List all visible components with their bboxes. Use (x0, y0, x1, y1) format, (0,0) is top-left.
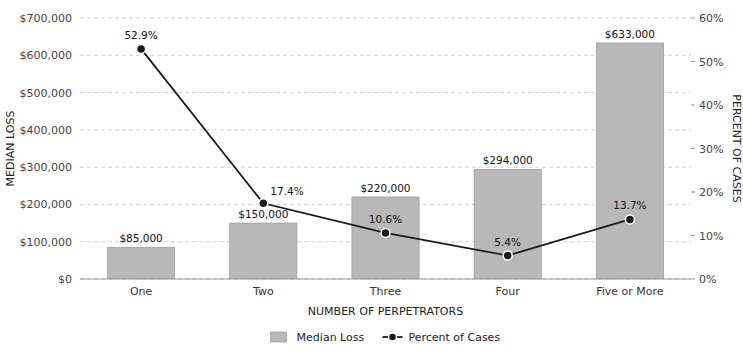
x-tick-label: Five or More (596, 285, 664, 298)
bar (596, 43, 663, 279)
bar-value-label: $633,000 (605, 28, 655, 40)
x-tick-label: Three (369, 285, 402, 298)
y2-tick-label: 60% (699, 12, 723, 25)
bar-value-label: $220,000 (360, 182, 410, 194)
line (141, 49, 630, 256)
y-axis-label: MEDIAN LOSS (4, 111, 17, 187)
y-tick-label: $500,000 (20, 87, 73, 100)
y-tick-label: $300,000 (20, 161, 73, 174)
y2-tick-label: 10% (699, 230, 723, 243)
x-axis-line (80, 279, 691, 280)
bar-value-label: $150,000 (238, 208, 288, 220)
line-value-label: 13.7% (613, 199, 646, 211)
bar (230, 223, 297, 279)
line-marker (259, 199, 268, 208)
y2-tick (691, 61, 695, 62)
x-tick-label: Two (252, 285, 274, 298)
legend-label: Percent of Cases (408, 331, 500, 344)
y-tick-label: $400,000 (20, 124, 73, 137)
y2-tick (691, 235, 695, 236)
y-tick-label: $700,000 (20, 12, 73, 25)
line-marker (503, 251, 512, 260)
bar-value-label: $85,000 (119, 232, 162, 244)
legend: Median Loss Percent of Cases (271, 331, 501, 344)
line-value-label: 17.4% (270, 185, 303, 197)
x-axis-label: NUMBER OF PERPETRATORS (308, 305, 463, 318)
line-value-label: 52.9% (124, 29, 157, 41)
y-tick-label: $200,000 (20, 198, 73, 211)
bar (107, 247, 174, 279)
y-tick-label: $600,000 (20, 49, 73, 62)
legend-marker (388, 333, 396, 341)
y2-tick (691, 148, 695, 149)
y-tick-label: $100,000 (20, 236, 73, 249)
y2-tick-label: 50% (699, 56, 723, 69)
grid-line (80, 279, 691, 280)
y2-tick (691, 18, 695, 19)
x-tick-label: Four (496, 285, 521, 298)
line-marker (137, 44, 146, 53)
data-labels: $85,000 $150,000 $220,000 $294,000 $633,000 5… (119, 28, 655, 248)
y2-tick-label: 0% (699, 273, 716, 286)
y2-tick-label: 20% (699, 186, 723, 199)
legend-swatch (271, 332, 287, 342)
y2-tick-label: 30% (699, 143, 723, 156)
line-marker (625, 215, 634, 224)
line-value-label: 5.4% (494, 236, 521, 248)
y2-tick (691, 105, 695, 106)
y2-tick (691, 192, 695, 193)
legend-label: Median Loss (297, 331, 365, 344)
line-value-label: 10.6% (369, 213, 402, 225)
plot-area (107, 43, 663, 279)
y2-axis-label: PERCENT OF CASES (730, 94, 743, 202)
x-tick-label: One (130, 285, 153, 298)
y2-tick-label: 40% (699, 99, 723, 112)
grid-line (80, 18, 691, 19)
y2-tick (691, 279, 695, 280)
axes: $0 $100,000 $200,000 $300,000 $400,000 $500,0… (4, 12, 743, 318)
chart: $0 $100,000 $200,000 $300,000 $400,000 $500,0… (0, 0, 743, 353)
bar-value-label: $294,000 (483, 154, 533, 166)
bar (474, 169, 541, 279)
y-tick-label: $0 (58, 273, 72, 286)
line-marker (381, 228, 390, 237)
